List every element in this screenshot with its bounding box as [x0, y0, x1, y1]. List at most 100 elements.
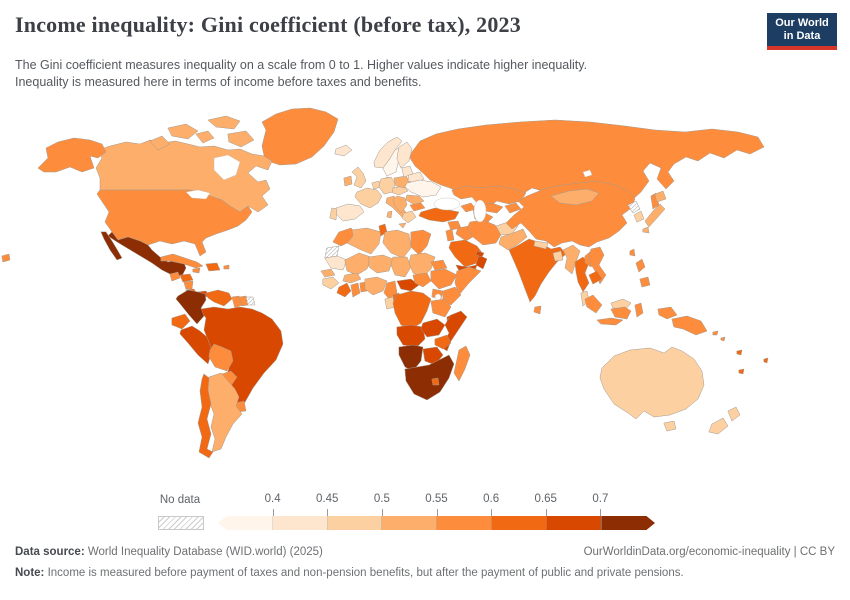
owid-link[interactable]: OurWorldinData.org/economic-inequality |… — [583, 546, 835, 558]
arctic-island-5[interactable] — [195, 130, 215, 144]
legend-bin-2[interactable] — [327, 516, 383, 530]
owid-logo[interactable]: Our World in Data — [767, 13, 837, 50]
country-pakistan[interactable] — [498, 228, 528, 251]
country-nigeria[interactable] — [364, 276, 388, 296]
country-kyrgyz-tajik[interactable] — [504, 202, 522, 214]
country-balkans[interactable] — [392, 195, 408, 214]
country-argentina[interactable] — [207, 372, 243, 453]
legend-no-data-swatch[interactable] — [158, 516, 204, 530]
country-turkey[interactable] — [418, 207, 460, 223]
legend-bin-3[interactable] — [382, 516, 437, 530]
country-iceland[interactable] — [334, 144, 353, 157]
legend-bin-0[interactable] — [218, 516, 273, 530]
country-japan-honshu[interactable] — [644, 203, 666, 228]
country-papua-new-guinea[interactable] — [671, 315, 708, 336]
country-solomon-2[interactable] — [720, 336, 726, 342]
country-usa-hawaii[interactable] — [1, 253, 11, 263]
country-pacific-2[interactable] — [763, 357, 769, 364]
arctic-island-4[interactable] — [149, 135, 171, 151]
country-nepal[interactable] — [533, 240, 549, 250]
country-honduras[interactable] — [179, 273, 194, 283]
country-somalia[interactable] — [454, 266, 482, 296]
country-bangladesh[interactable] — [552, 250, 564, 262]
country-indonesia-sulawesi[interactable] — [634, 302, 644, 318]
arctic-island-1[interactable] — [207, 115, 241, 130]
country-ecuador[interactable] — [171, 313, 191, 330]
country-cambodia[interactable] — [588, 270, 603, 285]
legend-bin-6[interactable] — [546, 516, 602, 530]
country-cuba[interactable] — [160, 253, 204, 269]
country-mongolia[interactable] — [550, 188, 600, 206]
country-algeria[interactable] — [346, 227, 382, 255]
country-sri-lanka[interactable] — [533, 305, 542, 315]
country-niger[interactable] — [368, 254, 394, 274]
country-ireland[interactable] — [343, 175, 353, 187]
country-australia[interactable] — [599, 346, 705, 420]
arctic-island-3[interactable] — [227, 130, 255, 148]
country-nz-south-island[interactable] — [708, 417, 729, 435]
country-philippines-mindanao[interactable] — [639, 276, 651, 288]
country-indonesia-java[interactable] — [596, 317, 624, 326]
legend-bin-1[interactable] — [272, 516, 328, 530]
country-australia-tasmania[interactable] — [663, 420, 677, 432]
country-bulgaria[interactable] — [409, 202, 426, 212]
country-tanzania[interactable] — [430, 298, 452, 318]
country-pacific-1[interactable] — [736, 349, 743, 356]
country-malaysia-borneo[interactable] — [610, 298, 632, 310]
country-mexico[interactable] — [107, 231, 187, 277]
country-ukraine[interactable] — [404, 179, 442, 198]
country-mali[interactable] — [344, 252, 372, 276]
country-usa-alaska[interactable] — [37, 137, 107, 173]
country-namibia[interactable] — [398, 344, 424, 372]
legend-bin-7[interactable] — [601, 516, 655, 530]
country-madagascar[interactable] — [453, 345, 471, 382]
country-mexico-baja[interactable] — [100, 231, 123, 261]
country-iran[interactable] — [466, 219, 503, 246]
country-venezuela[interactable] — [205, 289, 233, 307]
country-indonesia-borneo[interactable] — [610, 306, 632, 320]
country-libya[interactable] — [382, 229, 412, 259]
country-chad[interactable] — [390, 256, 412, 278]
country-south-sudan[interactable] — [412, 272, 432, 288]
country-levant[interactable] — [445, 228, 455, 242]
country-vietnam[interactable] — [588, 246, 607, 285]
country-italy-sicily[interactable] — [398, 222, 407, 229]
country-portugal[interactable] — [329, 207, 338, 221]
country-central-african-republic[interactable] — [396, 278, 420, 292]
country-kazakhstan[interactable] — [451, 185, 527, 209]
country-guatemala[interactable] — [169, 271, 181, 282]
country-nicaragua[interactable] — [183, 280, 194, 290]
country-colombia[interactable] — [175, 289, 207, 325]
country-indonesia-sumatra[interactable] — [584, 294, 603, 314]
country-italy-sardinia[interactable] — [386, 210, 393, 219]
country-south-africa[interactable] — [404, 354, 455, 401]
country-ethiopia[interactable] — [430, 268, 458, 290]
country-germany[interactable] — [378, 176, 396, 195]
country-ivory-coast[interactable] — [336, 282, 352, 298]
country-indonesia-papua[interactable] — [657, 306, 678, 320]
country-romania[interactable] — [405, 194, 425, 206]
country-finland[interactable] — [396, 141, 413, 169]
country-japan-hokkaido[interactable] — [654, 190, 667, 203]
country-egypt[interactable] — [410, 229, 432, 256]
country-oman[interactable] — [475, 254, 488, 270]
country-myanmar[interactable] — [562, 244, 581, 275]
country-greece[interactable] — [401, 210, 417, 224]
arctic-island-2[interactable] — [167, 123, 199, 140]
country-hispaniola[interactable] — [205, 262, 221, 272]
country-drc[interactable] — [392, 290, 432, 330]
country-taiwan[interactable] — [629, 248, 636, 257]
country-chile[interactable] — [197, 373, 214, 459]
country-eritrea[interactable] — [430, 259, 448, 271]
country-solomon-1[interactable] — [712, 330, 719, 336]
country-japan-kyushu[interactable] — [642, 226, 650, 234]
country-norway[interactable] — [373, 136, 403, 169]
country-french-guiana[interactable] — [245, 296, 256, 306]
country-uae[interactable] — [475, 250, 485, 258]
country-china[interactable] — [505, 180, 636, 248]
country-pacific-3[interactable] — [738, 368, 745, 375]
country-nz-north-island[interactable] — [727, 406, 741, 422]
country-guinea[interactable] — [322, 276, 340, 290]
country-france[interactable] — [354, 187, 383, 209]
country-jamaica[interactable] — [192, 267, 201, 274]
